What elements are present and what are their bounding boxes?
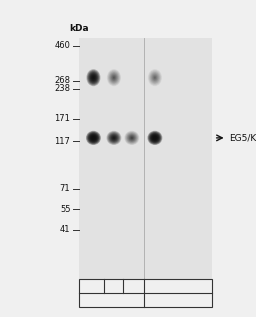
Text: 55: 55 — [60, 205, 70, 214]
Ellipse shape — [87, 132, 100, 144]
Ellipse shape — [92, 76, 94, 79]
Ellipse shape — [110, 134, 118, 142]
Ellipse shape — [89, 133, 98, 143]
Ellipse shape — [152, 74, 158, 81]
Ellipse shape — [113, 76, 115, 79]
Ellipse shape — [127, 134, 136, 142]
Ellipse shape — [150, 133, 160, 143]
Ellipse shape — [90, 74, 97, 82]
Ellipse shape — [89, 134, 98, 142]
Ellipse shape — [112, 136, 116, 139]
Ellipse shape — [128, 134, 135, 141]
Ellipse shape — [147, 131, 162, 145]
Ellipse shape — [108, 70, 120, 86]
Ellipse shape — [152, 74, 158, 82]
Ellipse shape — [149, 132, 161, 144]
Ellipse shape — [91, 74, 96, 81]
Ellipse shape — [92, 136, 95, 139]
Ellipse shape — [90, 134, 97, 141]
Ellipse shape — [89, 73, 98, 82]
Ellipse shape — [110, 73, 118, 82]
Ellipse shape — [151, 73, 159, 82]
Ellipse shape — [113, 137, 115, 139]
Ellipse shape — [111, 74, 117, 81]
Ellipse shape — [108, 133, 120, 143]
Ellipse shape — [153, 76, 156, 80]
Text: 71: 71 — [60, 184, 70, 193]
Text: 50: 50 — [87, 281, 100, 291]
Ellipse shape — [87, 131, 100, 145]
Ellipse shape — [107, 69, 121, 86]
Ellipse shape — [112, 75, 116, 80]
Ellipse shape — [112, 136, 116, 140]
Ellipse shape — [108, 71, 120, 85]
Ellipse shape — [124, 131, 139, 145]
Ellipse shape — [112, 76, 115, 80]
Ellipse shape — [126, 132, 138, 144]
Ellipse shape — [149, 133, 161, 143]
Ellipse shape — [125, 131, 139, 145]
Ellipse shape — [153, 75, 157, 80]
Ellipse shape — [86, 131, 101, 145]
Ellipse shape — [109, 72, 119, 83]
Ellipse shape — [154, 137, 156, 139]
Text: 15: 15 — [108, 281, 120, 291]
Ellipse shape — [149, 71, 161, 85]
Text: 171: 171 — [55, 114, 70, 123]
Ellipse shape — [130, 136, 134, 140]
Text: 117: 117 — [55, 137, 70, 146]
Ellipse shape — [89, 72, 98, 83]
Ellipse shape — [151, 134, 158, 141]
Bar — [79, 38, 212, 279]
Ellipse shape — [109, 133, 119, 143]
Ellipse shape — [92, 76, 95, 80]
Ellipse shape — [88, 133, 99, 143]
Bar — [79, 279, 212, 307]
Ellipse shape — [131, 137, 133, 139]
Ellipse shape — [154, 76, 156, 79]
Ellipse shape — [107, 131, 121, 145]
Ellipse shape — [153, 136, 157, 140]
Text: T: T — [152, 295, 158, 305]
Ellipse shape — [108, 132, 120, 144]
Ellipse shape — [109, 71, 119, 84]
Ellipse shape — [153, 136, 157, 139]
Ellipse shape — [126, 133, 137, 143]
Ellipse shape — [92, 137, 94, 139]
Text: HeLa: HeLa — [100, 295, 125, 305]
Text: 460: 460 — [55, 42, 70, 50]
Ellipse shape — [93, 77, 94, 78]
Ellipse shape — [150, 72, 159, 83]
Ellipse shape — [88, 71, 99, 84]
Text: 50: 50 — [149, 281, 161, 291]
Ellipse shape — [88, 71, 99, 85]
Text: kDa: kDa — [69, 24, 89, 33]
Ellipse shape — [130, 136, 134, 139]
Ellipse shape — [111, 135, 117, 141]
Ellipse shape — [86, 69, 101, 86]
Ellipse shape — [87, 70, 100, 86]
Ellipse shape — [127, 133, 137, 143]
Ellipse shape — [129, 135, 135, 141]
Ellipse shape — [148, 70, 161, 86]
Ellipse shape — [111, 74, 117, 82]
Ellipse shape — [148, 131, 162, 145]
Text: 5: 5 — [129, 281, 135, 291]
Text: 238: 238 — [55, 84, 70, 93]
Ellipse shape — [106, 131, 121, 145]
Ellipse shape — [91, 75, 96, 80]
Text: 268: 268 — [55, 76, 70, 85]
Ellipse shape — [91, 136, 96, 140]
Ellipse shape — [150, 71, 160, 84]
Ellipse shape — [90, 135, 97, 141]
Ellipse shape — [110, 134, 118, 141]
Ellipse shape — [152, 135, 158, 141]
Ellipse shape — [151, 134, 159, 142]
Text: EG5/KIF11: EG5/KIF11 — [229, 133, 256, 142]
Text: 41: 41 — [60, 225, 70, 234]
